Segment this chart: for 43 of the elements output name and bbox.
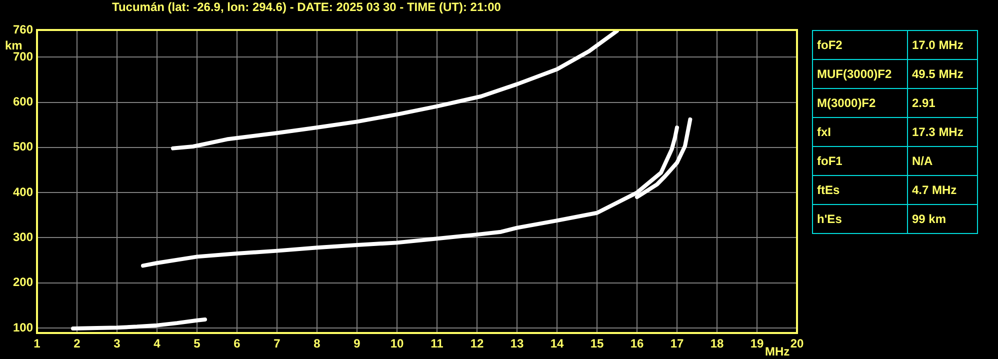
x-tick-label: 5 xyxy=(194,336,201,351)
y-tick-label: 200 xyxy=(12,275,34,290)
x-tick-label: 18 xyxy=(710,336,724,351)
y-tick-label: 760 xyxy=(12,22,34,36)
text: fxI xyxy=(812,118,908,146)
x-tick-label: 3 xyxy=(114,336,121,351)
x-tick-label: 16 xyxy=(630,336,644,351)
text: h'Es xyxy=(812,204,908,234)
text: 17.3 MHz xyxy=(908,118,978,146)
x-tick-label: 1 xyxy=(34,336,41,351)
y-tick-label: 400 xyxy=(12,184,34,199)
x-tick-label: 7 xyxy=(274,336,281,351)
x-tick-label: 12 xyxy=(470,336,484,351)
text: MUF(3000)F2 xyxy=(812,60,908,88)
x-tick-label: 14 xyxy=(550,336,564,351)
x-tick-label: 4 xyxy=(154,336,161,351)
x-tick-label: 19 xyxy=(750,336,764,351)
y-tick-label: 300 xyxy=(12,230,34,244)
x-axis-title: MHz xyxy=(765,344,790,358)
x-tick-label: 8 xyxy=(314,336,321,351)
y-tick-label: 600 xyxy=(12,94,34,109)
text: 2.91 xyxy=(908,88,978,118)
text: M(3000)F2 xyxy=(812,88,908,118)
text: 49.5 MHz xyxy=(908,60,978,88)
text: foF1 xyxy=(812,146,908,176)
x-tick-label: 9 xyxy=(354,336,361,351)
x-tick-label: 2 xyxy=(74,336,81,351)
text: foF2 xyxy=(812,30,908,60)
y-tick-label: 100 xyxy=(12,320,34,334)
chart-title: Tucumán (lat: -26.9, lon: 294.6) - DATE: 2025 03 30 - TIME (UT): 21:00 xyxy=(112,0,501,14)
text: 99 km xyxy=(908,204,978,234)
x-tick-label: 10 xyxy=(390,336,404,351)
text: 17.0 MHz xyxy=(908,30,978,60)
x-tick-label: 20 xyxy=(790,336,804,351)
x-tick-label: 17 xyxy=(670,336,684,351)
x-tick-label: 6 xyxy=(234,336,241,351)
text: N/A xyxy=(908,146,978,176)
text: ftEs xyxy=(812,176,908,204)
x-tick-label: 11 xyxy=(430,336,444,351)
x-tick-label: 13 xyxy=(510,336,524,351)
y-tick-label: 500 xyxy=(12,140,34,154)
text: 4.7 MHz xyxy=(908,176,978,204)
x-tick-label: 15 xyxy=(590,336,604,351)
